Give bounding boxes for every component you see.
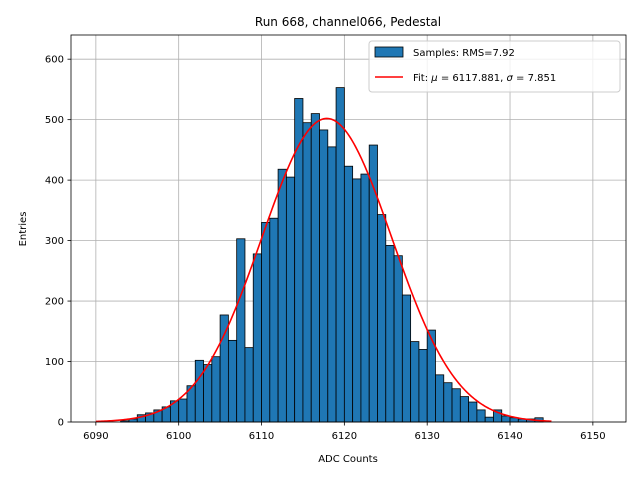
histogram-bar [501, 415, 511, 423]
histogram-bar [178, 398, 188, 423]
legend-fit-prefix: Fit: [413, 73, 431, 84]
legend-histogram-label: Samples: RMS=7.92 [413, 48, 515, 59]
histogram-bar [227, 339, 238, 423]
histogram-bar [277, 168, 287, 423]
x-axis-ticks: 6090 6100 6110 6120 6130 6140 6150 [83, 422, 606, 442]
y-tick-label: 600 [45, 55, 64, 66]
legend-fit-sigma-value: 7.851 [528, 73, 557, 84]
histogram-bar [476, 409, 486, 423]
x-axis-label: ADC Counts [318, 454, 378, 465]
legend-histogram-swatch [374, 46, 404, 58]
y-tick-label: 400 [45, 176, 64, 187]
x-tick-label: 6100 [166, 431, 191, 442]
histogram-bar [468, 401, 478, 423]
histogram-bar [377, 214, 387, 423]
x-tick-label: 6120 [332, 431, 357, 442]
histogram-bar [252, 253, 262, 423]
histogram-bar [343, 165, 354, 423]
histogram-bar [261, 222, 271, 423]
legend: Samples: RMS=7.92 Fit: μ = 6117.881, σ =… [368, 40, 621, 93]
histogram-bar [194, 359, 204, 423]
x-tick-label: 6110 [249, 431, 274, 442]
x-tick-label: 6150 [580, 431, 605, 442]
histogram-bar [203, 364, 213, 423]
y-axis-ticks: 0 100 200 300 400 500 600 [45, 55, 71, 429]
histogram-bar [401, 294, 412, 423]
fit-curve-layer [95, 117, 552, 423]
histogram-bar [319, 129, 329, 423]
histogram-bar [443, 382, 453, 423]
histogram-bar [335, 87, 345, 423]
legend-frame [368, 40, 621, 93]
histogram-bar [410, 341, 420, 423]
legend-fit-mu-symbol: μ [430, 73, 437, 84]
histogram-bar [310, 113, 320, 423]
x-tick-label: 6090 [83, 431, 108, 442]
histogram-bar [302, 122, 312, 423]
legend-fit-label: Fit: μ = 6117.881, σ = 7.851 [413, 73, 556, 84]
histogram-bar [219, 314, 229, 423]
legend-fit-sigma-symbol: σ [506, 73, 513, 84]
histogram-bar [418, 349, 428, 423]
histogram-bar [211, 356, 221, 423]
chart-title: Run 668, channel066, Pedestal [255, 15, 441, 29]
y-axis-label: Entries [18, 212, 29, 247]
histogram-bar [244, 347, 254, 423]
x-tick-label: 6140 [497, 431, 522, 442]
x-tick-label: 6130 [414, 431, 439, 442]
histogram-bar [327, 146, 337, 423]
histogram-bar [294, 98, 304, 423]
histogram-bar [352, 178, 362, 423]
histogram-bar [451, 388, 461, 423]
histogram-bar [385, 245, 395, 423]
y-tick-label: 0 [58, 418, 64, 429]
histogram-bar [236, 238, 246, 423]
histogram-bar [269, 217, 279, 423]
histogram-bar [360, 173, 370, 423]
histogram-bar [435, 374, 445, 423]
histogram-bar [459, 396, 470, 423]
y-tick-label: 300 [45, 236, 64, 247]
legend-fit-mu-value: 6117.881 [452, 73, 500, 84]
y-tick-label: 200 [45, 297, 64, 308]
fit-curve [95, 117, 552, 423]
y-tick-label: 500 [45, 115, 64, 126]
histogram-bar [484, 416, 494, 423]
histogram-bar [285, 176, 296, 423]
histogram-bars [120, 87, 544, 423]
y-tick-label: 100 [45, 357, 64, 368]
histogram-bar [393, 255, 403, 423]
plot-frame [70, 34, 627, 423]
